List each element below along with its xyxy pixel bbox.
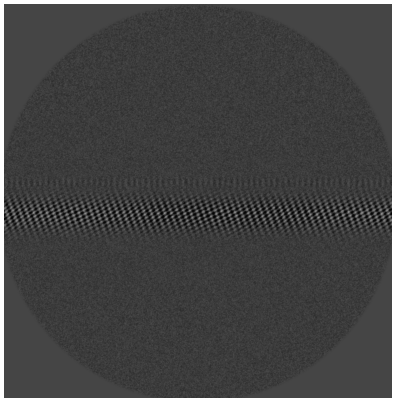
image-frame [4, 4, 392, 398]
tomography-slice-image [4, 4, 392, 398]
